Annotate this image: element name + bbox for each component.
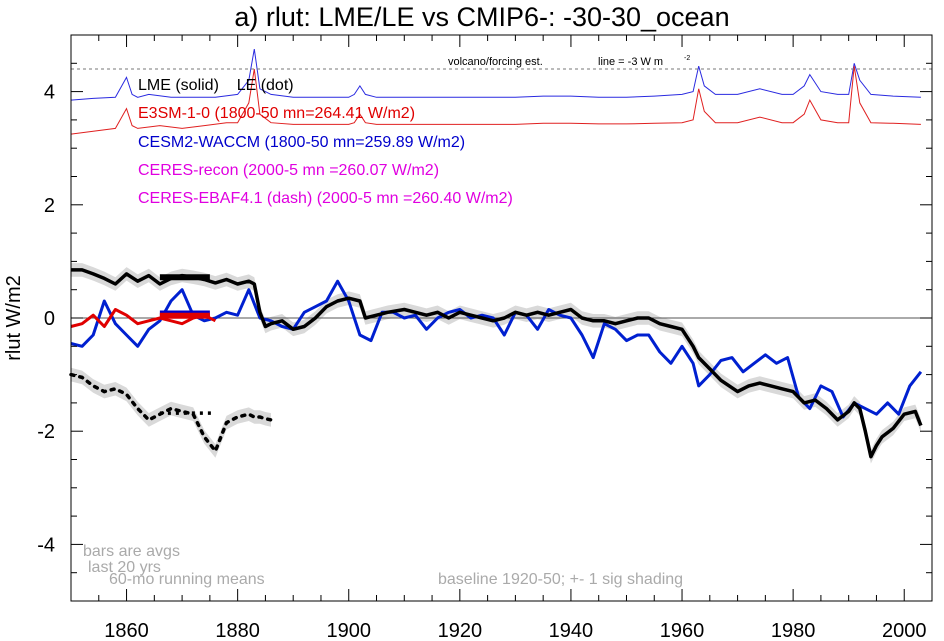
forcing-red-line	[70, 66, 921, 135]
y-tick-label: 4	[44, 82, 55, 104]
line-note-superscript: -2	[684, 55, 690, 62]
y-tick-label: 0	[44, 308, 55, 330]
legend-entry: E3SM-1-0 (1800-50 mn=264.41 W/m2)	[138, 105, 415, 122]
le-shading	[71, 367, 271, 458]
legend-entry: CERES-EBAF4.1 (dash) (2000-5 mn =260.40 …	[138, 190, 513, 207]
forcing-layer	[70, 49, 921, 135]
bars-note-2: last 20 yrs	[88, 559, 161, 576]
x-tick-label: 1960	[660, 620, 705, 641]
y-tick-label: -4	[37, 534, 55, 556]
legend-entry: LME (solid) LE (dot)	[138, 77, 294, 94]
shading-layer	[71, 263, 921, 464]
y-tick-label: 2	[44, 195, 55, 217]
forcing-blue-line	[70, 49, 921, 101]
legend-entry: CERES-recon (2000-5 mn =260.07 W/m2)	[138, 162, 439, 179]
x-tick-label: 1900	[326, 620, 371, 641]
x-tick-label: 1880	[215, 620, 260, 641]
le-line	[69, 372, 273, 455]
bars-layer	[159, 274, 216, 415]
x-tick-label: 1940	[549, 620, 594, 641]
legend-entry: CESM2-WACCM (1800-50 mn=259.89 W/m2)	[138, 134, 465, 151]
x-tick-label: 1920	[438, 620, 483, 641]
line-note: line = -3 W m	[598, 56, 663, 68]
e3sm-line	[70, 308, 217, 328]
series-layer	[69, 268, 923, 459]
bars-note-1: bars are avgs	[83, 543, 180, 560]
volcano-note: volcano/forcing est.	[448, 56, 543, 68]
x-tick-label: 1980	[771, 620, 816, 641]
chart-title: a) rlut: LME/LE vs CMIP6-: -30-30_ocean	[234, 2, 730, 32]
baseline-note: baseline 1920-50; +- 1 sig shading	[438, 571, 683, 588]
lme-line	[71, 268, 923, 459]
text-layer: 1860 1880 1900 1920 1940 1960 1980 2000 -4 -2 0 2 4 r…	[3, 55, 926, 641]
x-tick-label: 1860	[104, 620, 149, 641]
y-axis-label: rlut W/m2	[3, 275, 25, 361]
axes-layer	[70, 34, 933, 602]
running-mean-note: 60-mo running means	[109, 571, 265, 588]
y-tick-label: -2	[37, 421, 55, 443]
x-tick-label: 2000	[882, 620, 927, 641]
lme-shading	[71, 263, 921, 464]
